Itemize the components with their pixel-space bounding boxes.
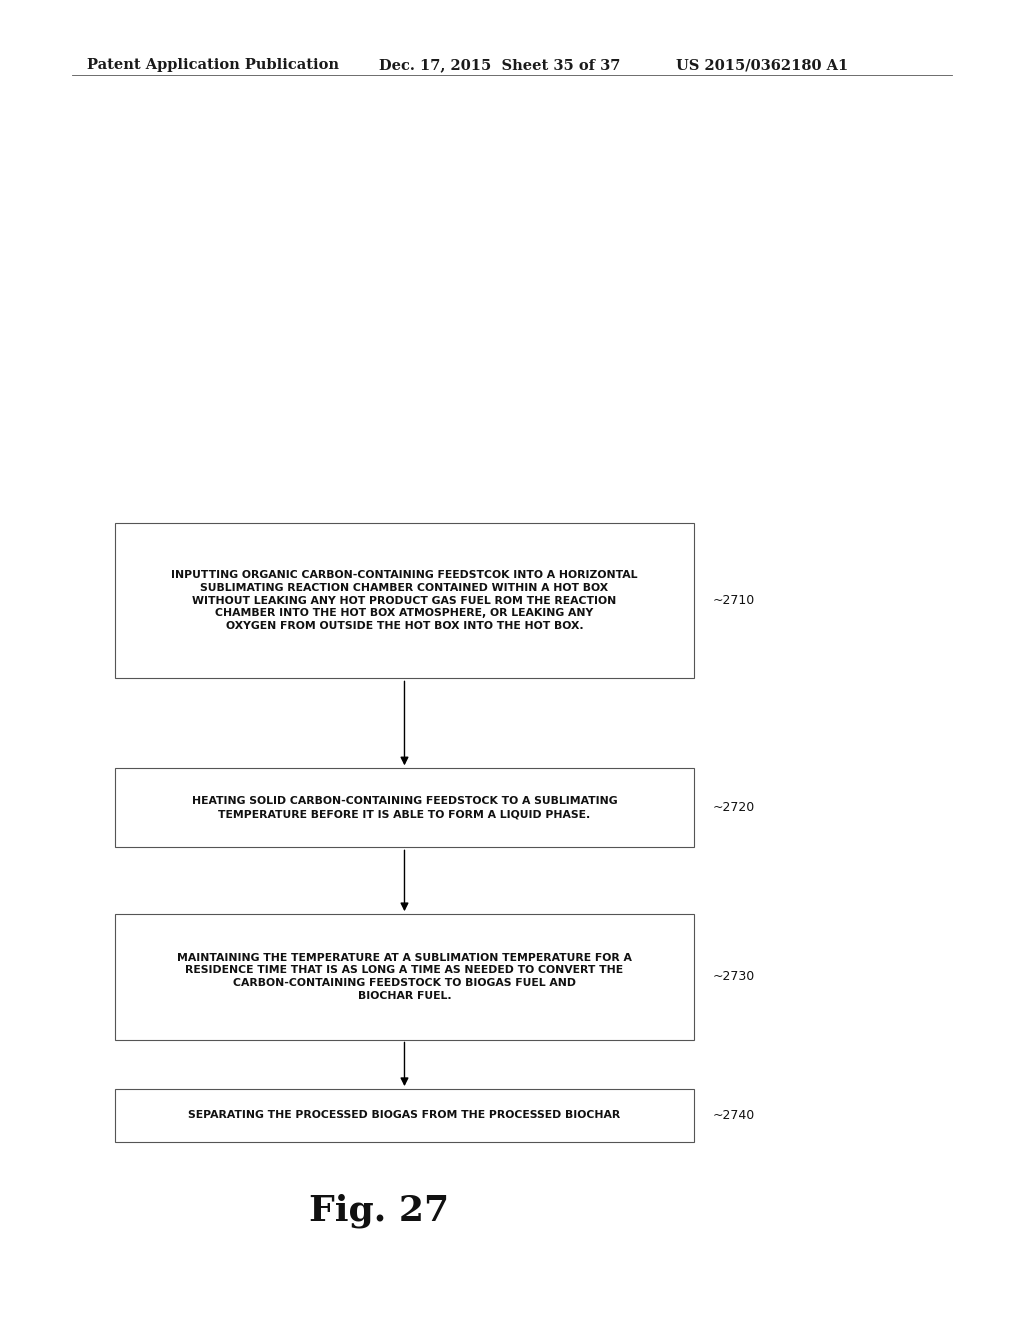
Text: ~2740: ~2740 — [713, 1109, 755, 1122]
Text: HEATING SOLID CARBON-CONTAINING FEEDSTOCK TO A SUBLIMATING
TEMPERATURE BEFORE IT: HEATING SOLID CARBON-CONTAINING FEEDSTOC… — [191, 796, 617, 820]
Text: US 2015/0362180 A1: US 2015/0362180 A1 — [676, 58, 848, 73]
Text: SEPARATING THE PROCESSED BIOGAS FROM THE PROCESSED BIOCHAR: SEPARATING THE PROCESSED BIOGAS FROM THE… — [188, 1110, 621, 1121]
Text: INPUTTING ORGANIC CARBON-CONTAINING FEEDSTCOK INTO A HORIZONTAL
SUBLIMATING REAC: INPUTTING ORGANIC CARBON-CONTAINING FEED… — [171, 570, 638, 631]
Text: Fig. 27: Fig. 27 — [309, 1193, 449, 1228]
Text: MAINTAINING THE TEMPERATURE AT A SUBLIMATION TEMPERATURE FOR A
RESIDENCE TIME TH: MAINTAINING THE TEMPERATURE AT A SUBLIMA… — [177, 953, 632, 1001]
Text: ~2720: ~2720 — [713, 801, 755, 814]
Text: ~2730: ~2730 — [713, 970, 755, 983]
Text: Dec. 17, 2015  Sheet 35 of 37: Dec. 17, 2015 Sheet 35 of 37 — [379, 58, 621, 73]
Text: ~2710: ~2710 — [713, 594, 755, 607]
Text: Patent Application Publication: Patent Application Publication — [87, 58, 339, 73]
